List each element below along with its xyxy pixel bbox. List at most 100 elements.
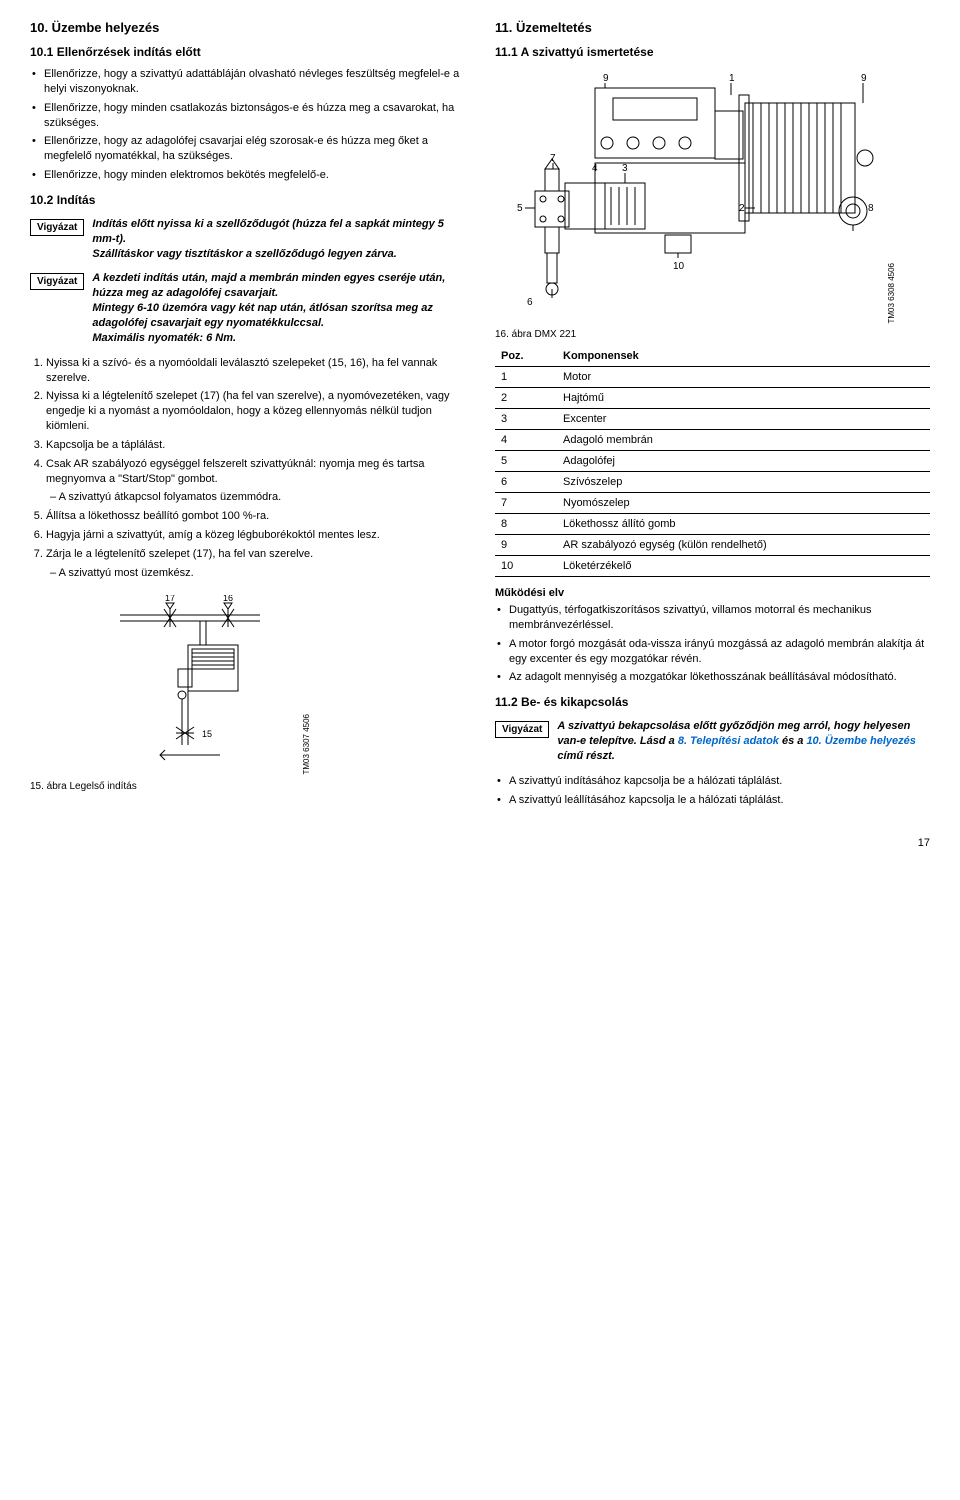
diag-label: 9 [861,73,867,84]
caution-box: Vigyázat A szivattyú bekapcsolása előtt … [495,719,930,764]
working-principle-heading: Működési elv [495,587,930,599]
diag-label: 7 [550,153,556,164]
diag-label: 2 [739,203,745,214]
table-cell: 3 [495,409,557,430]
diag-label: 1 [729,73,735,84]
table-cell: 2 [495,388,557,409]
caution-box: Vigyázat Indítás előtt nyissa ki a szell… [30,217,465,262]
steps-list: Nyissa ki a szívó- és a nyomóoldali levá… [30,356,465,581]
link-commissioning[interactable]: 10. Üzembe helyezés [806,735,915,747]
table-cell: 7 [495,493,557,514]
table-cell: Hajtómű [557,388,930,409]
table-cell: Löketérzékelő [557,556,930,577]
section-10-heading: 10. Üzembe helyezés [30,20,465,35]
diag-label: 9 [603,73,609,84]
list-item: A szivattyú leállításához kapcsolja le a… [495,793,930,808]
figure-15: 17 16 15 TM03 6307 4506 15. ábra Legelső… [30,595,465,792]
caution-label: Vigyázat [30,219,84,236]
table-cell: 6 [495,472,557,493]
list-item: Ellenőrizze, hogy minden elektromos bekö… [30,168,465,183]
fig-label-16: 16 [223,595,233,603]
table-cell: 4 [495,430,557,451]
caution-box: Vigyázat A kezdeti indítás után, majd a … [30,271,465,345]
caution-text: Indítás előtt nyissa ki a szellőződugót … [92,217,465,262]
table-row: 7Nyomószelep [495,493,930,514]
section-10-1-heading: 10.1 Ellenőrzések indítás előtt [30,45,465,59]
fig-label-17: 17 [165,595,175,603]
table-cell: 10 [495,556,557,577]
table-cell: Excenter [557,409,930,430]
diag-label: 6 [527,297,533,308]
table-row: 10Löketérzékelő [495,556,930,577]
table-row: 3Excenter [495,409,930,430]
diag-label: 4 [592,163,598,174]
table-cell: Motor [557,367,930,388]
list-item: Ellenőrizze, hogy a szivattyú adattábláj… [30,67,465,97]
section-11-2-heading: 11.2 Be- és kikapcsolás [495,695,930,709]
table-cell: Szívószelep [557,472,930,493]
list-item: A motor forgó mozgását oda-vissza irányú… [495,637,930,667]
step-item: Zárja le a légtelenítő szelepet (17), ha… [46,547,465,581]
table-cell: Nyomószelep [557,493,930,514]
table-cell: Adagoló membrán [557,430,930,451]
step-item: Hagyja járni a szivattyút, amíg a közeg … [46,528,465,543]
caution-text: A szivattyú bekapcsolása előtt győződjön… [557,719,930,764]
onoff-list: A szivattyú indításához kapcsolja be a h… [495,774,930,808]
substep: A szivattyú most üzemkész. [50,566,465,581]
table-cell: Adagolófej [557,451,930,472]
table-row: 9AR szabályozó egység (külön rendelhető) [495,535,930,556]
table-row: 2Hajtómű [495,388,930,409]
figure-15-caption: 15. ábra Legelső indítás [30,781,465,792]
list-item: Dugattyús, térfogatkiszorításos szivatty… [495,603,930,633]
table-row: 5Adagolófej [495,451,930,472]
step-item: Csak AR szabályozó egységgel felszerelt … [46,457,465,506]
table-cell: 1 [495,367,557,388]
fig-label-15: 15 [202,729,212,739]
table-cell: 8 [495,514,557,535]
figure-15-svg: 17 16 15 [110,595,290,775]
caution-text-part: című részt. [557,750,614,762]
list-item: Ellenőrizze, hogy minden csatlakozás biz… [30,101,465,131]
table-row: 4Adagoló membrán [495,430,930,451]
caution-label: Vigyázat [30,273,84,290]
figure-16: 9 1 9 7 4 3 5 6 2 8 10 TM03 6308 4506 1 [495,73,930,340]
table-row: 8Lökethossz állító gomb [495,514,930,535]
check-list: Ellenőrizze, hogy a szivattyú adattábláj… [30,67,465,183]
figure-16-svg: 9 1 9 7 4 3 5 6 2 8 10 [495,73,875,323]
components-table: Poz. Komponensek 1Motor2Hajtómű3Excenter… [495,346,930,577]
figure-15-code: TM03 6307 4506 [302,714,311,775]
list-item: Ellenőrizze, hogy az adagolófej csavarja… [30,134,465,164]
table-cell: 9 [495,535,557,556]
table-row: 6Szívószelep [495,472,930,493]
step-item: Nyissa ki a légtelenítő szelepet (17) (h… [46,389,465,434]
table-cell: AR szabályozó egység (külön rendelhető) [557,535,930,556]
caution-text-part: és a [779,735,807,747]
diag-label: 3 [622,163,628,174]
table-row: 1Motor [495,367,930,388]
table-header: Komponensek [557,346,930,367]
page-number: 17 [30,837,930,849]
table-header: Poz. [495,346,557,367]
figure-16-caption: 16. ábra DMX 221 [495,329,930,340]
table-cell: 5 [495,451,557,472]
step-item: Állítsa a lökethossz beállító gombot 100… [46,509,465,524]
figure-16-code: TM03 6308 4506 [887,263,896,324]
step-item: Kapcsolja be a táplálást. [46,438,465,453]
substep: A szivattyú átkapcsol folyamatos üzemmód… [50,490,465,505]
section-10-2-heading: 10.2 Indítás [30,193,465,207]
link-install-data[interactable]: 8. Telepítési adatok [678,735,779,747]
section-11-heading: 11. Üzemeltetés [495,20,930,35]
diag-label: 5 [517,203,523,214]
caution-text: A kezdeti indítás után, majd a membrán m… [92,271,465,345]
principle-list: Dugattyús, térfogatkiszorításos szivatty… [495,603,930,685]
step-item: Nyissa ki a szívó- és a nyomóoldali levá… [46,356,465,386]
step-text: Csak AR szabályozó egységgel felszerelt … [46,458,424,485]
list-item: A szivattyú indításához kapcsolja be a h… [495,774,930,789]
table-cell: Lökethossz állító gomb [557,514,930,535]
step-text: Zárja le a légtelenítő szelepet (17), ha… [46,548,313,560]
section-11-1-heading: 11.1 A szivattyú ismertetése [495,45,930,59]
diag-label: 10 [673,261,685,272]
caution-label: Vigyázat [495,721,549,738]
diag-label: 8 [868,203,874,214]
list-item: Az adagolt mennyiség a mozgatókar löketh… [495,670,930,685]
